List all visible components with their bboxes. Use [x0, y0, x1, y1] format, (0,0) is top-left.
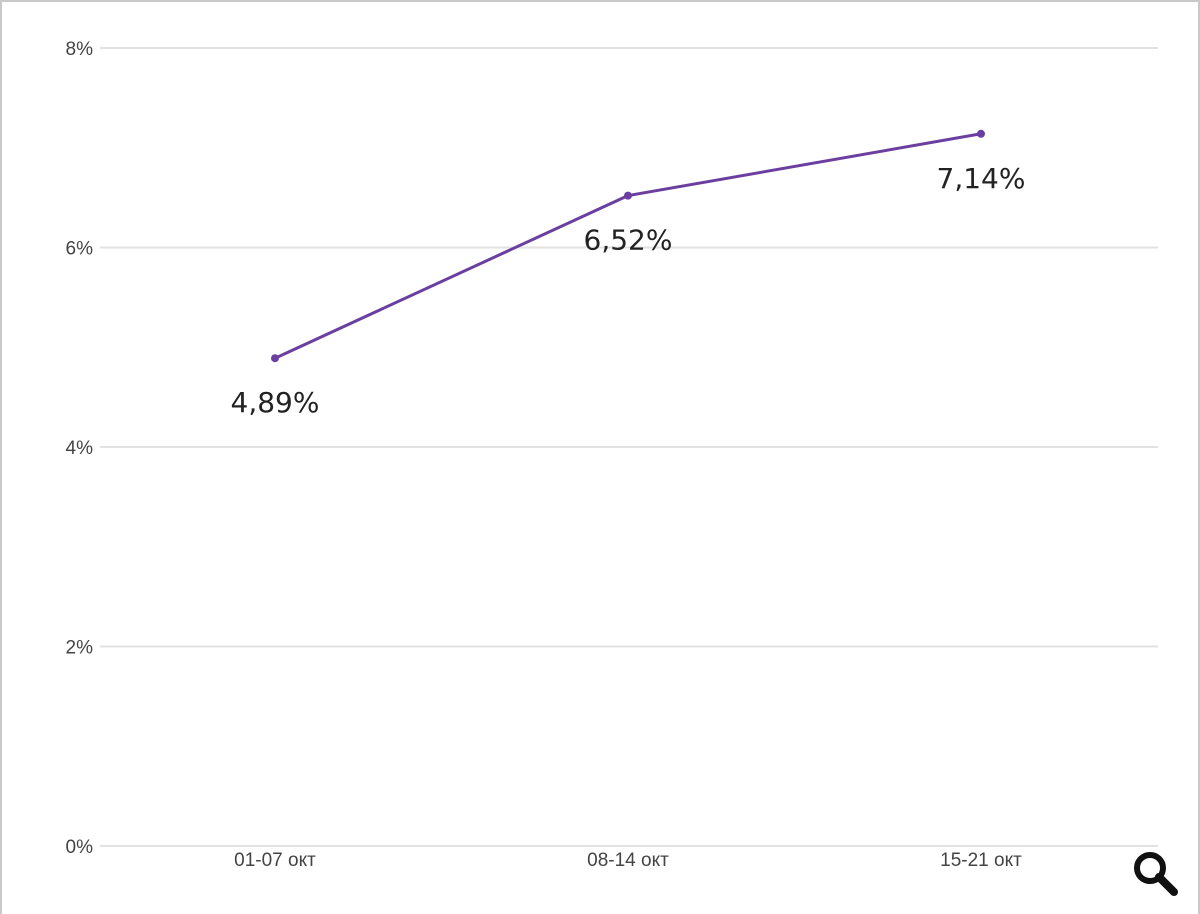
y-tick-label: 4% [66, 438, 94, 459]
data-point[interactable] [977, 129, 985, 138]
y-tick-label: 0% [66, 837, 94, 858]
y-axis-ticks: 0% 2% 4% 6% 8% [66, 39, 94, 858]
data-point[interactable] [624, 191, 632, 200]
zoom-button[interactable] [1130, 848, 1182, 900]
magnifier-icon [1134, 852, 1178, 896]
x-tick-label: 08-14 окт [587, 850, 669, 871]
y-tick-label: 2% [66, 638, 94, 659]
data-labels: 4,89% 6,52% 7,14% [231, 162, 1026, 419]
data-label: 6,52% [584, 224, 673, 257]
series-layer [271, 129, 985, 363]
data-label: 7,14% [937, 162, 1026, 195]
data-point[interactable] [271, 354, 279, 363]
y-tick-label: 8% [66, 39, 94, 60]
y-tick-label: 6% [66, 239, 94, 260]
data-label: 4,89% [231, 386, 320, 419]
grid-layer [100, 47, 1158, 847]
x-tick-label: 15-21 окт [940, 850, 1022, 871]
x-tick-label: 01-07 окт [234, 850, 316, 871]
x-axis-ticks: 01-07 окт 08-14 окт 15-21 окт [234, 850, 1022, 871]
